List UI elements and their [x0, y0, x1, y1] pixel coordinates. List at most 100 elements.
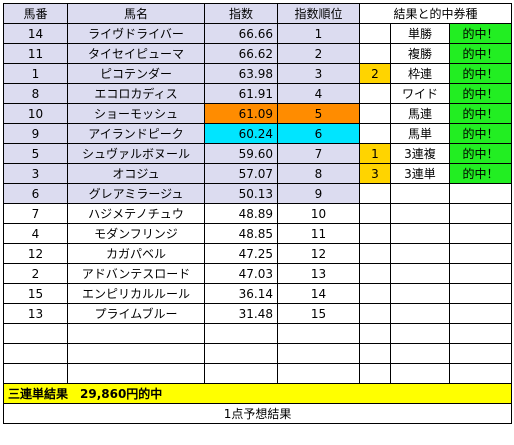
mark-cell — [359, 303, 391, 324]
table-row: 6 グレアミラージュ 50.13 9 — [3, 183, 513, 204]
header-num: 馬番 — [3, 3, 68, 24]
horse-name-cell: オコジュ — [67, 163, 205, 184]
horse-name-cell: エコロカディス — [67, 83, 205, 104]
result-sheet: 馬番 馬名 指数 指数順位 結果と的中券種 14 ライヴドライバー 66.66 1 単勝… — [2, 3, 513, 424]
rank-cell: 5 — [277, 103, 360, 124]
horse-number-cell: 12 — [3, 243, 68, 264]
table-row: 3 オコジュ 57.07 8 3 3連単 的中！ — [3, 163, 513, 184]
horse-name-cell — [67, 323, 205, 344]
mark-cell — [359, 83, 391, 104]
hit-cell: 的中！ — [448, 143, 513, 164]
horse-name-cell: カガパベル — [67, 243, 205, 264]
header-result: 結果と的中券種 — [358, 3, 513, 24]
index-cell: 36.14 — [204, 283, 278, 304]
index-cell: 59.60 — [204, 143, 278, 164]
header-index: 指数 — [204, 3, 278, 24]
table-row: 5 シュヴァルボヌール 59.60 7 1 3連複 的中！ — [3, 143, 513, 164]
hit-cell — [448, 363, 513, 384]
hit-cell — [448, 243, 513, 264]
index-cell: 66.66 — [204, 23, 278, 44]
mark-cell: 2 — [359, 63, 391, 84]
ticket-type-cell: 枠連 — [390, 63, 450, 84]
table-row: 7 ハジメテノチュウ 48.89 10 — [3, 203, 513, 224]
rank-cell: 11 — [277, 223, 360, 244]
mark-cell — [359, 223, 391, 244]
index-cell: 61.09 — [204, 103, 278, 124]
hit-cell: 的中！ — [448, 123, 513, 144]
hit-cell — [448, 343, 513, 364]
index-cell: 60.24 — [204, 123, 278, 144]
hit-cell: 的中！ — [448, 63, 513, 84]
hit-cell — [448, 263, 513, 284]
ticket-type-cell — [390, 343, 450, 364]
rank-cell: 12 — [277, 243, 360, 264]
horse-number-cell: 1 — [3, 63, 68, 84]
horse-name-cell: プライムブルー — [67, 303, 205, 324]
mark-cell: 1 — [359, 143, 391, 164]
horse-number-cell: 11 — [3, 43, 68, 64]
horse-number-cell: 9 — [3, 123, 68, 144]
horse-number-cell: 15 — [3, 283, 68, 304]
rank-cell: 7 — [277, 143, 360, 164]
hit-cell: 的中！ — [448, 43, 513, 64]
horse-name-cell: アドバンテスロード — [67, 263, 205, 284]
horse-number-cell — [3, 323, 68, 344]
rank-cell: 13 — [277, 263, 360, 284]
table-row: 12 カガパベル 47.25 12 — [3, 243, 513, 264]
ticket-type-cell: 馬単 — [390, 123, 450, 144]
table-row — [3, 363, 513, 384]
index-cell: 61.91 — [204, 83, 278, 104]
hit-cell — [448, 183, 513, 204]
horse-name-cell: ショーモッシュ — [67, 103, 205, 124]
ticket-type-cell — [390, 283, 450, 304]
index-cell: 47.03 — [204, 263, 278, 284]
hit-cell — [448, 303, 513, 324]
ticket-type-cell — [390, 363, 450, 384]
rank-cell: 15 — [277, 303, 360, 324]
index-cell: 47.25 — [204, 243, 278, 264]
rank-cell: 10 — [277, 203, 360, 224]
ticket-type-cell — [390, 323, 450, 344]
table-row — [3, 343, 513, 364]
table-row: 1 ピコテンダー 63.98 3 2 枠連 的中！ — [3, 63, 513, 84]
table-row: 8 エコロカディス 61.91 4 ワイド 的中！ — [3, 83, 513, 104]
footer-row: 1点予想結果 — [2, 403, 513, 424]
index-cell: 48.89 — [204, 203, 278, 224]
horse-name-cell: グレアミラージュ — [67, 183, 205, 204]
index-cell — [204, 343, 278, 364]
table-row: 15 エンピリカルルール 36.14 14 — [3, 283, 513, 304]
hit-cell: 的中！ — [448, 103, 513, 124]
ticket-type-cell — [390, 203, 450, 224]
hit-cell: 的中！ — [448, 163, 513, 184]
rank-cell: 9 — [277, 183, 360, 204]
hit-cell: 的中！ — [448, 83, 513, 104]
mark-cell — [359, 263, 391, 284]
rank-cell — [277, 363, 360, 384]
mark-cell — [359, 343, 391, 364]
horse-name-cell: アイランドピーク — [67, 123, 205, 144]
table-row: 2 アドバンテスロード 47.03 13 — [3, 263, 513, 284]
index-cell — [204, 323, 278, 344]
mark-cell — [359, 103, 391, 124]
horse-number-cell: 4 — [3, 223, 68, 244]
mark-cell — [359, 43, 391, 64]
rank-cell: 1 — [277, 23, 360, 44]
ticket-type-cell — [390, 223, 450, 244]
rank-cell: 8 — [277, 163, 360, 184]
horse-number-cell: 10 — [3, 103, 68, 124]
horse-number-cell: 6 — [3, 183, 68, 204]
horse-number-cell: 2 — [3, 263, 68, 284]
index-cell: 57.07 — [204, 163, 278, 184]
rank-cell: 2 — [277, 43, 360, 64]
horse-name-cell: モダンフリンジ — [67, 223, 205, 244]
horse-number-cell: 7 — [3, 203, 68, 224]
horse-number-cell: 8 — [3, 83, 68, 104]
horse-name-cell: エンピリカルルール — [67, 283, 205, 304]
table-row: 9 アイランドピーク 60.24 6 馬単 的中！ — [3, 123, 513, 144]
ticket-type-cell — [390, 243, 450, 264]
rank-cell: 6 — [277, 123, 360, 144]
hit-cell — [448, 323, 513, 344]
horse-name-cell — [67, 343, 205, 364]
mark-cell — [359, 243, 391, 264]
horse-name-cell: タイセイピューマ — [67, 43, 205, 64]
